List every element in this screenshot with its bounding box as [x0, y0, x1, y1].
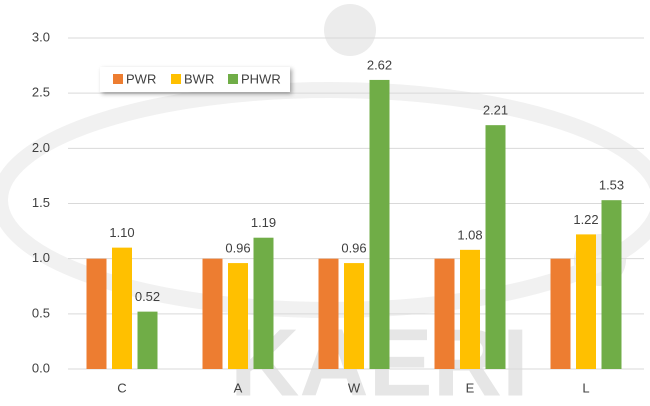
y-tick-label: 2.0: [32, 140, 50, 155]
data-label: 1.22: [573, 212, 598, 227]
bar: [137, 311, 158, 369]
bar: [576, 234, 596, 369]
decoration: [324, 4, 376, 56]
y-tick-label: 0.5: [32, 305, 50, 320]
legend-label: BWR: [184, 71, 214, 86]
legend-swatch: [113, 74, 123, 84]
bar: [112, 247, 132, 369]
legend-box: [100, 67, 290, 92]
data-label: 1.19: [251, 215, 276, 230]
data-label: 1.08: [457, 227, 482, 242]
bar: [228, 263, 248, 369]
y-tick-label: 1.5: [32, 195, 50, 210]
legend-swatch: [228, 74, 238, 84]
legend-swatch: [171, 74, 181, 84]
bar: [550, 258, 571, 369]
legend-label: PHWR: [241, 71, 281, 86]
bar: [344, 263, 364, 369]
x-tick-label: A: [234, 380, 243, 395]
y-tick-label: 1.0: [32, 250, 50, 265]
data-label: 1.10: [109, 225, 134, 240]
bar: [318, 258, 339, 369]
bar: [601, 200, 622, 369]
bar: [485, 125, 506, 369]
bar: [460, 249, 480, 369]
x-tick-label: L: [582, 380, 589, 395]
x-tick-label: C: [117, 380, 126, 395]
bar: [369, 79, 390, 369]
bar: [434, 258, 455, 369]
y-tick-label: 3.0: [32, 29, 50, 44]
bar: [253, 237, 274, 369]
y-tick-label: 0.0: [32, 360, 50, 375]
data-label: 0.96: [341, 241, 366, 256]
legend: PWR BWR PHWR: [100, 67, 290, 92]
legend-label: PWR: [126, 71, 156, 86]
data-label: 0.52: [135, 289, 160, 304]
data-label: 1.53: [599, 178, 624, 193]
x-tick-label: W: [348, 380, 361, 395]
data-label: 0.96: [225, 241, 250, 256]
data-label: 2.21: [483, 103, 508, 118]
bar: [202, 258, 223, 369]
x-tick-label: E: [466, 380, 475, 395]
plot-area: 0.00.51.01.52.02.53.0C1.100.52A0.961.19W…: [32, 29, 644, 395]
y-tick-label: 2.5: [32, 85, 50, 100]
data-label: 2.62: [367, 57, 392, 72]
bar: [86, 258, 107, 369]
